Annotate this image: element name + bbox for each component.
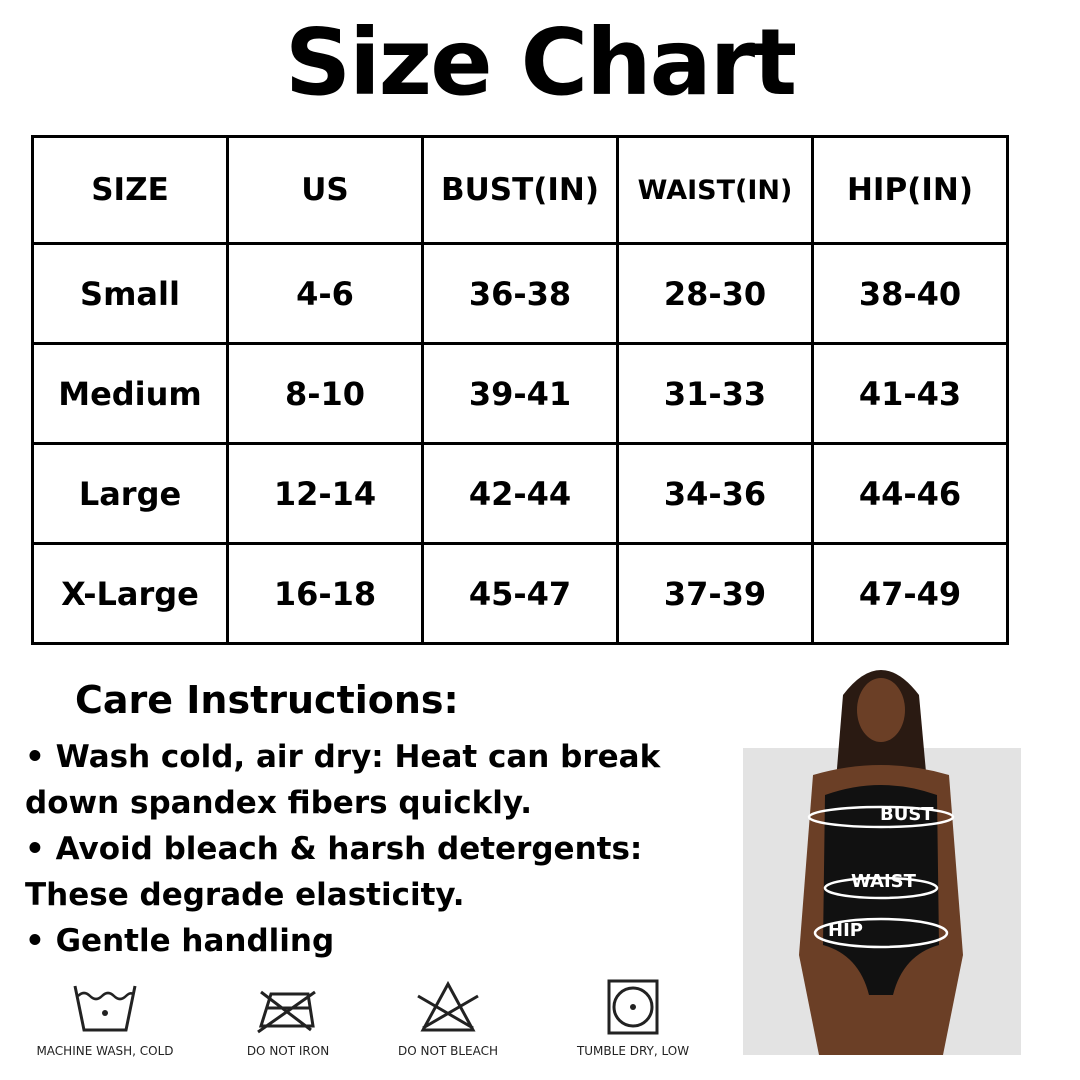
cell: 42-44: [421, 442, 619, 545]
care-list: • Wash cold, air dry: Heat can break dow…: [25, 734, 725, 964]
care-icon-bleach: DO NOT BLEACH: [378, 980, 518, 1058]
icon-label: DO NOT BLEACH: [398, 1044, 498, 1058]
cell: 34-36: [616, 442, 814, 545]
cell: 37-39: [616, 542, 814, 645]
cell: 36-38: [421, 242, 619, 345]
cell: 39-41: [421, 342, 619, 445]
care-item: • Gentle handling: [25, 923, 335, 959]
cell: 47-49: [811, 542, 1009, 645]
icon-label: MACHINE WASH, COLD: [36, 1044, 174, 1058]
machine-wash-cold-icon: [73, 985, 137, 1032]
do-not-bleach-icon: [417, 980, 479, 1032]
cell: 38-40: [811, 242, 1009, 345]
table-row: Small 4-6 36-38 28-30 38-40: [31, 242, 1009, 345]
header-cell: HIP(IN): [811, 135, 1009, 245]
header-cell: SIZE: [31, 135, 229, 245]
table-row: Medium 8-10 39-41 31-33 41-43: [31, 342, 1009, 445]
cell: X-Large: [31, 542, 229, 645]
care-item: • Avoid bleach & harsh detergents: These…: [25, 831, 643, 913]
cell: 45-47: [421, 542, 619, 645]
hip-label: HIP: [828, 920, 863, 941]
care-icon-iron: DO NOT IRON: [218, 980, 358, 1058]
header-cell: WAIST(IN): [616, 135, 814, 245]
cell: Medium: [31, 342, 229, 445]
care-icon-wash: MACHINE WASH, COLD: [25, 980, 185, 1058]
size-table: SIZE US BUST(IN) WAIST(IN) HIP(IN) Small…: [31, 135, 1009, 645]
care-item: • Wash cold, air dry: Heat can break dow…: [25, 739, 661, 821]
waist-label: WAIST: [851, 871, 917, 892]
cell: Small: [31, 242, 229, 345]
icon-label: DO NOT IRON: [246, 1044, 330, 1058]
bust-label: BUST: [880, 804, 934, 825]
header-cell: US: [226, 135, 424, 245]
model-figure: [799, 670, 963, 1055]
model-photo: BUST WAIST HIP: [743, 655, 1021, 1055]
cell: 8-10: [226, 342, 424, 445]
cell: 41-43: [811, 342, 1009, 445]
care-icon-dry: TUMBLE DRY, LOW: [563, 978, 703, 1058]
cell: 44-46: [811, 442, 1009, 545]
do-not-iron-icon: [257, 990, 316, 1034]
cell: Large: [31, 442, 229, 545]
cell: 4-6: [226, 242, 424, 345]
table-header-row: SIZE US BUST(IN) WAIST(IN) HIP(IN): [31, 135, 1009, 245]
page-title: Size Chart: [284, 9, 797, 116]
table-row: X-Large 16-18 45-47 37-39 47-49: [31, 542, 1009, 645]
cell: 28-30: [616, 242, 814, 345]
tumble-dry-low-icon: [607, 979, 659, 1035]
icon-label: TUMBLE DRY, LOW: [576, 1044, 690, 1058]
cell: 16-18: [226, 542, 424, 645]
cell: 31-33: [616, 342, 814, 445]
table-row: Large 12-14 42-44 34-36 44-46: [31, 442, 1009, 545]
header-cell: BUST(IN): [421, 135, 619, 245]
care-heading: Care Instructions:: [75, 678, 459, 722]
cell: 12-14: [226, 442, 424, 545]
